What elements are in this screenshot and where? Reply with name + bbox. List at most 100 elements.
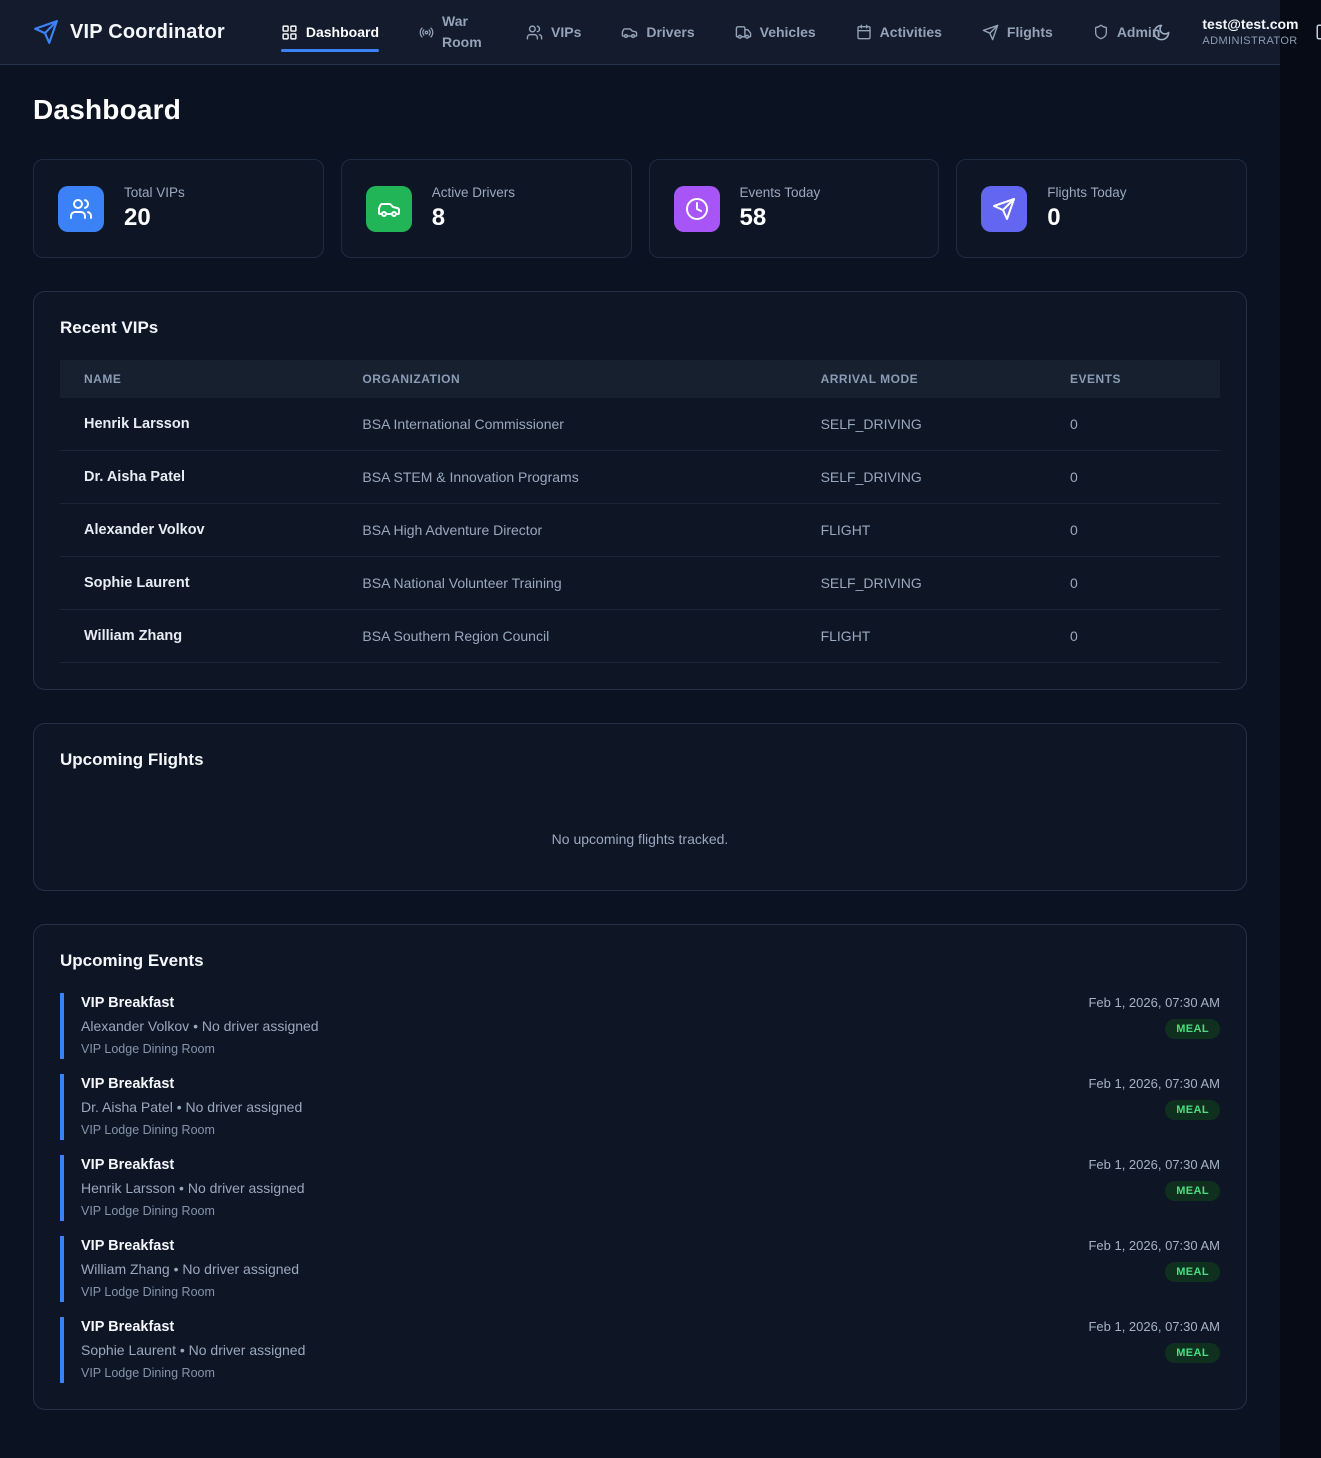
event-list-item[interactable]: VIP Breakfast Alexander Volkov • No driv… <box>60 993 1220 1059</box>
vip-name: William Zhang <box>60 609 339 663</box>
stat-value: 20 <box>124 204 151 231</box>
grid-icon <box>281 24 298 41</box>
event-meta: Feb 1, 2026, 07:30 AM MEAL <box>1088 1076 1220 1120</box>
car-icon <box>621 24 638 41</box>
stat-card-flights-today: Flights Today 0 <box>956 159 1247 258</box>
vip-arrival-mode: SELF_DRIVING <box>796 450 1046 504</box>
table-row[interactable]: Sophie Laurent BSA National Volunteer Tr… <box>60 556 1220 610</box>
event-datetime: Feb 1, 2026, 07:30 AM <box>1088 1238 1220 1253</box>
vip-organization: BSA National Volunteer Training <box>338 556 797 610</box>
nav-item-dashboard[interactable]: Dashboard <box>280 24 380 52</box>
nav-label: War Room <box>442 13 482 50</box>
vip-arrival-mode: SELF_DRIVING <box>820 416 922 432</box>
nav-item-drivers[interactable]: Drivers <box>621 24 695 41</box>
vip-arrival-mode: FLIGHT <box>796 609 1046 663</box>
event-subtitle: Henrik Larsson • No driver assigned <box>81 1180 305 1196</box>
event-meta: Feb 1, 2026, 07:30 AM MEAL <box>1088 995 1220 1039</box>
event-location: VIP Lodge Dining Room <box>81 1123 215 1137</box>
nav-item-admin[interactable]: Admin <box>1093 24 1160 40</box>
stat-card-active-drivers: Active Drivers 8 <box>340 159 632 258</box>
nav-label: Dashboard <box>305 24 379 40</box>
table-row[interactable]: Dr. Aisha Patel BSA STEM & Innovation Pr… <box>60 450 1220 504</box>
plane-logo-icon <box>33 19 59 45</box>
column-header-organization: ORGANIZATION <box>338 360 797 398</box>
event-title: VIP Breakfast <box>81 1157 175 1173</box>
moon-icon <box>1152 23 1171 42</box>
nav-item-flights[interactable]: Flights <box>982 24 1053 41</box>
stat-label: Active Drivers <box>431 185 516 200</box>
table-row[interactable]: Henrik Larsson BSA International Commiss… <box>60 398 1220 451</box>
event-type-badge: MEAL <box>1165 1100 1220 1120</box>
broadcast-icon <box>419 25 434 40</box>
event-datetime: Feb 1, 2026, 07:30 AM <box>1088 1076 1220 1091</box>
nav-label: VIPs <box>551 24 582 40</box>
event-type-badge: MEAL <box>1165 1019 1220 1039</box>
stat-label: Events Today <box>739 185 821 200</box>
event-type-badge: MEAL <box>1165 1181 1220 1201</box>
event-meta: Feb 1, 2026, 07:30 AM MEAL <box>1088 1157 1220 1201</box>
upcoming-flights-title: Upcoming Flights <box>60 750 204 769</box>
plane-icon <box>981 185 1028 232</box>
vip-events-count: 0 <box>1045 450 1220 504</box>
users-icon <box>526 24 543 41</box>
dashboard-page: Dashboard Total VIPs 20 Active Drivers 8 <box>0 65 1280 1436</box>
event-list-item[interactable]: VIP Breakfast Sophie Laurent • No driver… <box>60 1317 1220 1383</box>
event-subtitle: Dr. Aisha Patel • No driver assigned <box>81 1099 303 1115</box>
event-details: VIP Breakfast Sophie Laurent • No driver… <box>81 1319 305 1380</box>
event-title: VIP Breakfast <box>81 1319 175 1335</box>
event-details: VIP Breakfast Alexander Volkov • No driv… <box>81 995 319 1056</box>
nav-item-vips[interactable]: VIPs <box>526 24 581 41</box>
top-navbar: VIP Coordinator Dashboard War Room VIPs … <box>0 0 1321 65</box>
event-list-item[interactable]: VIP Breakfast Dr. Aisha Patel • No drive… <box>60 1074 1220 1140</box>
recent-vips-title: Recent VIPs <box>60 318 159 337</box>
nav-item-activities[interactable]: Activities <box>856 24 942 40</box>
vip-name: Henrik Larsson <box>84 416 190 432</box>
users-icon <box>58 185 104 232</box>
nav-label: Drivers <box>646 24 695 40</box>
event-type-badge: MEAL <box>1165 1343 1220 1363</box>
event-subtitle: Alexander Volkov • No driver assigned <box>81 1018 319 1034</box>
user-email: test@test.com <box>1202 16 1299 33</box>
event-location: VIP Lodge Dining Room <box>81 1042 215 1056</box>
user-role: ADMINISTRATOR <box>1202 35 1298 48</box>
column-header-events: EVENTS <box>1045 360 1220 398</box>
event-datetime: Feb 1, 2026, 07:30 AM <box>1088 1319 1220 1334</box>
nav-item-vehicles[interactable]: Vehicles <box>735 24 816 41</box>
event-list-item[interactable]: VIP Breakfast Henrik Larsson • No driver… <box>60 1155 1220 1221</box>
event-subtitle: Sophie Laurent • No driver assigned <box>81 1342 306 1358</box>
vip-organization: BSA Southern Region Council <box>338 609 797 663</box>
vip-name: Alexander Volkov <box>60 503 339 557</box>
vip-events-count: 0 <box>1045 556 1220 610</box>
vip-arrival-mode: SELF_DRIVING <box>796 556 1046 610</box>
sign-out-button[interactable]: Sign Out <box>1315 11 1321 53</box>
vip-arrival-mode: FLIGHT <box>796 503 1046 557</box>
column-header-arrival-mode: ARRIVAL MODE <box>796 360 1046 398</box>
vip-organization: BSA High Adventure Director <box>338 503 797 557</box>
event-title: VIP Breakfast <box>81 1238 175 1254</box>
vip-events-count: 0 <box>1045 609 1220 663</box>
empty-flights-message: No upcoming flights tracked. <box>551 831 729 847</box>
main-nav: Dashboard War Room VIPs Drivers Vehicles… <box>280 11 1160 53</box>
table-row[interactable]: Alexander Volkov BSA High Adventure Dire… <box>60 503 1220 557</box>
stat-value: 0 <box>1047 204 1061 231</box>
nav-label: Activities <box>879 24 942 40</box>
vip-organization: BSA STEM & Innovation Programs <box>338 450 797 504</box>
event-meta: Feb 1, 2026, 07:30 AM MEAL <box>1088 1319 1220 1363</box>
event-meta: Feb 1, 2026, 07:30 AM MEAL <box>1088 1238 1220 1282</box>
calendar-icon <box>856 24 872 40</box>
event-location: VIP Lodge Dining Room <box>81 1204 215 1218</box>
table-row[interactable]: William Zhang BSA Southern Region Counci… <box>60 609 1220 663</box>
nav-label: Flights <box>1006 24 1053 40</box>
brand[interactable]: VIP Coordinator <box>33 19 225 45</box>
stat-value: 8 <box>431 204 446 231</box>
event-title: VIP Breakfast <box>81 995 175 1011</box>
theme-toggle-button[interactable] <box>1152 23 1171 42</box>
nav-item-war-room[interactable]: War Room <box>419 11 486 53</box>
table-header-row: NAME ORGANIZATION ARRIVAL MODE EVENTS <box>60 360 1220 398</box>
stat-cards-row: Total VIPs 20 Active Drivers 8 Events To… <box>33 159 1247 258</box>
event-datetime: Feb 1, 2026, 07:30 AM <box>1088 1157 1220 1172</box>
column-header-name: NAME <box>60 360 339 398</box>
event-list-item[interactable]: VIP Breakfast William Zhang • No driver … <box>60 1236 1220 1302</box>
stat-card-events-today: Events Today 58 <box>648 159 940 258</box>
vip-events-count: 0 <box>1069 416 1078 432</box>
